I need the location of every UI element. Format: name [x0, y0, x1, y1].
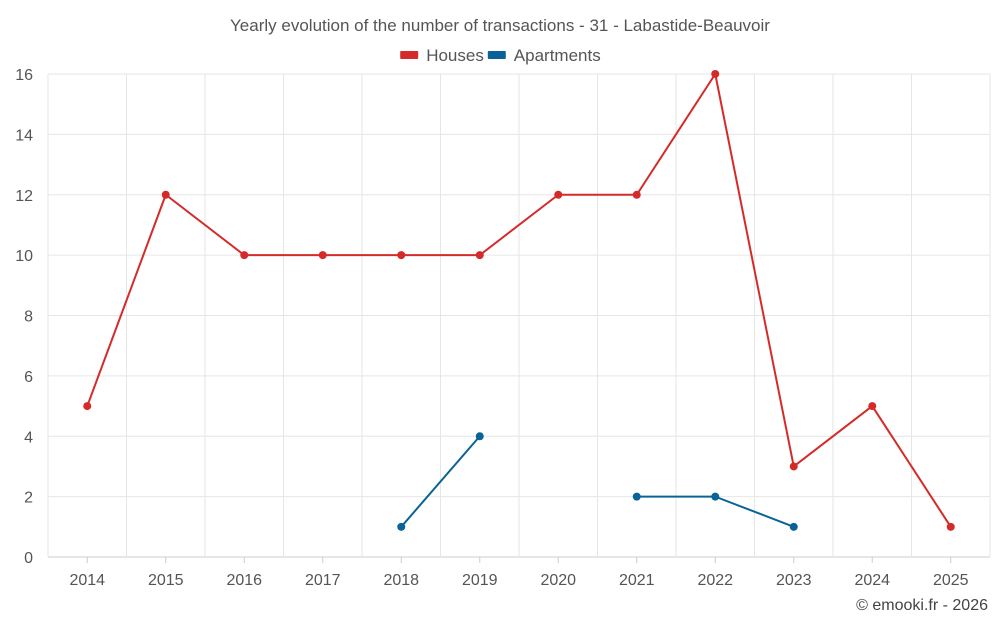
legend-item-apartments[interactable]: Apartments [487, 46, 601, 65]
x-tick-label: 2020 [540, 572, 576, 589]
x-tick-label: 2023 [776, 572, 812, 589]
credit-text: © emooki.fr - 2026 [856, 597, 988, 614]
data-point-houses[interactable] [397, 251, 406, 260]
x-tick-label: 2017 [305, 572, 341, 589]
y-tick-label: 4 [24, 429, 33, 446]
y-tick-label: 6 [24, 369, 33, 386]
x-tick-label: 2019 [462, 572, 498, 589]
x-tick-label: 2024 [854, 572, 890, 589]
data-point-houses[interactable] [554, 190, 563, 199]
data-point-apartments[interactable] [711, 492, 720, 501]
chart-title: Yearly evolution of the number of transa… [230, 16, 770, 35]
series-layer [83, 70, 955, 531]
legend-item-houses[interactable]: Houses [400, 46, 484, 65]
legend-label: Houses [426, 46, 484, 65]
legend-swatch [487, 51, 506, 59]
x-tick-label: 2015 [148, 572, 184, 589]
legend-label: Apartments [514, 46, 601, 65]
series-line-houses [86, 73, 952, 528]
series-line-apartments [400, 435, 481, 528]
data-point-houses[interactable] [711, 70, 720, 78]
series-line-apartments [636, 495, 795, 528]
data-point-houses[interactable] [161, 190, 170, 199]
y-tick-label: 2 [24, 490, 33, 507]
y-tick-label: 16 [15, 67, 33, 84]
data-point-houses[interactable] [475, 251, 484, 260]
data-point-apartments[interactable] [632, 492, 641, 501]
y-tick-label: 14 [15, 127, 33, 144]
x-axis: 2014 2015 2016 2017 2018 2019 2020 2021 2022 2023… [69, 557, 969, 589]
x-tick-label: 2018 [383, 572, 419, 589]
data-point-houses[interactable] [83, 402, 92, 411]
x-tick-label: 2016 [226, 572, 262, 589]
data-point-houses[interactable] [318, 251, 327, 260]
x-tick-label: 2021 [619, 572, 655, 589]
data-point-houses[interactable] [868, 402, 877, 411]
grid [47, 73, 991, 558]
legend-swatch [400, 51, 419, 59]
x-tick-label: 2025 [933, 572, 969, 589]
data-point-houses[interactable] [632, 190, 641, 199]
data-point-apartments[interactable] [789, 522, 798, 531]
data-point-apartments[interactable] [397, 522, 406, 531]
data-point-houses[interactable] [789, 462, 798, 471]
y-tick-label: 0 [24, 550, 33, 567]
y-tick-label: 12 [15, 188, 33, 205]
y-tick-label: 8 [24, 309, 33, 326]
data-point-apartments[interactable] [475, 432, 484, 441]
data-point-houses[interactable] [946, 522, 955, 531]
y-tick-label: 10 [15, 248, 33, 265]
series-apartments [397, 432, 798, 531]
x-tick-label: 2022 [697, 572, 733, 589]
legend: Houses Apartments [400, 46, 601, 65]
data-point-houses[interactable] [240, 251, 249, 260]
x-tick-label: 2014 [69, 572, 105, 589]
series-houses [83, 70, 955, 531]
y-axis: 0 2 4 6 8 10 12 14 16 [15, 67, 33, 567]
